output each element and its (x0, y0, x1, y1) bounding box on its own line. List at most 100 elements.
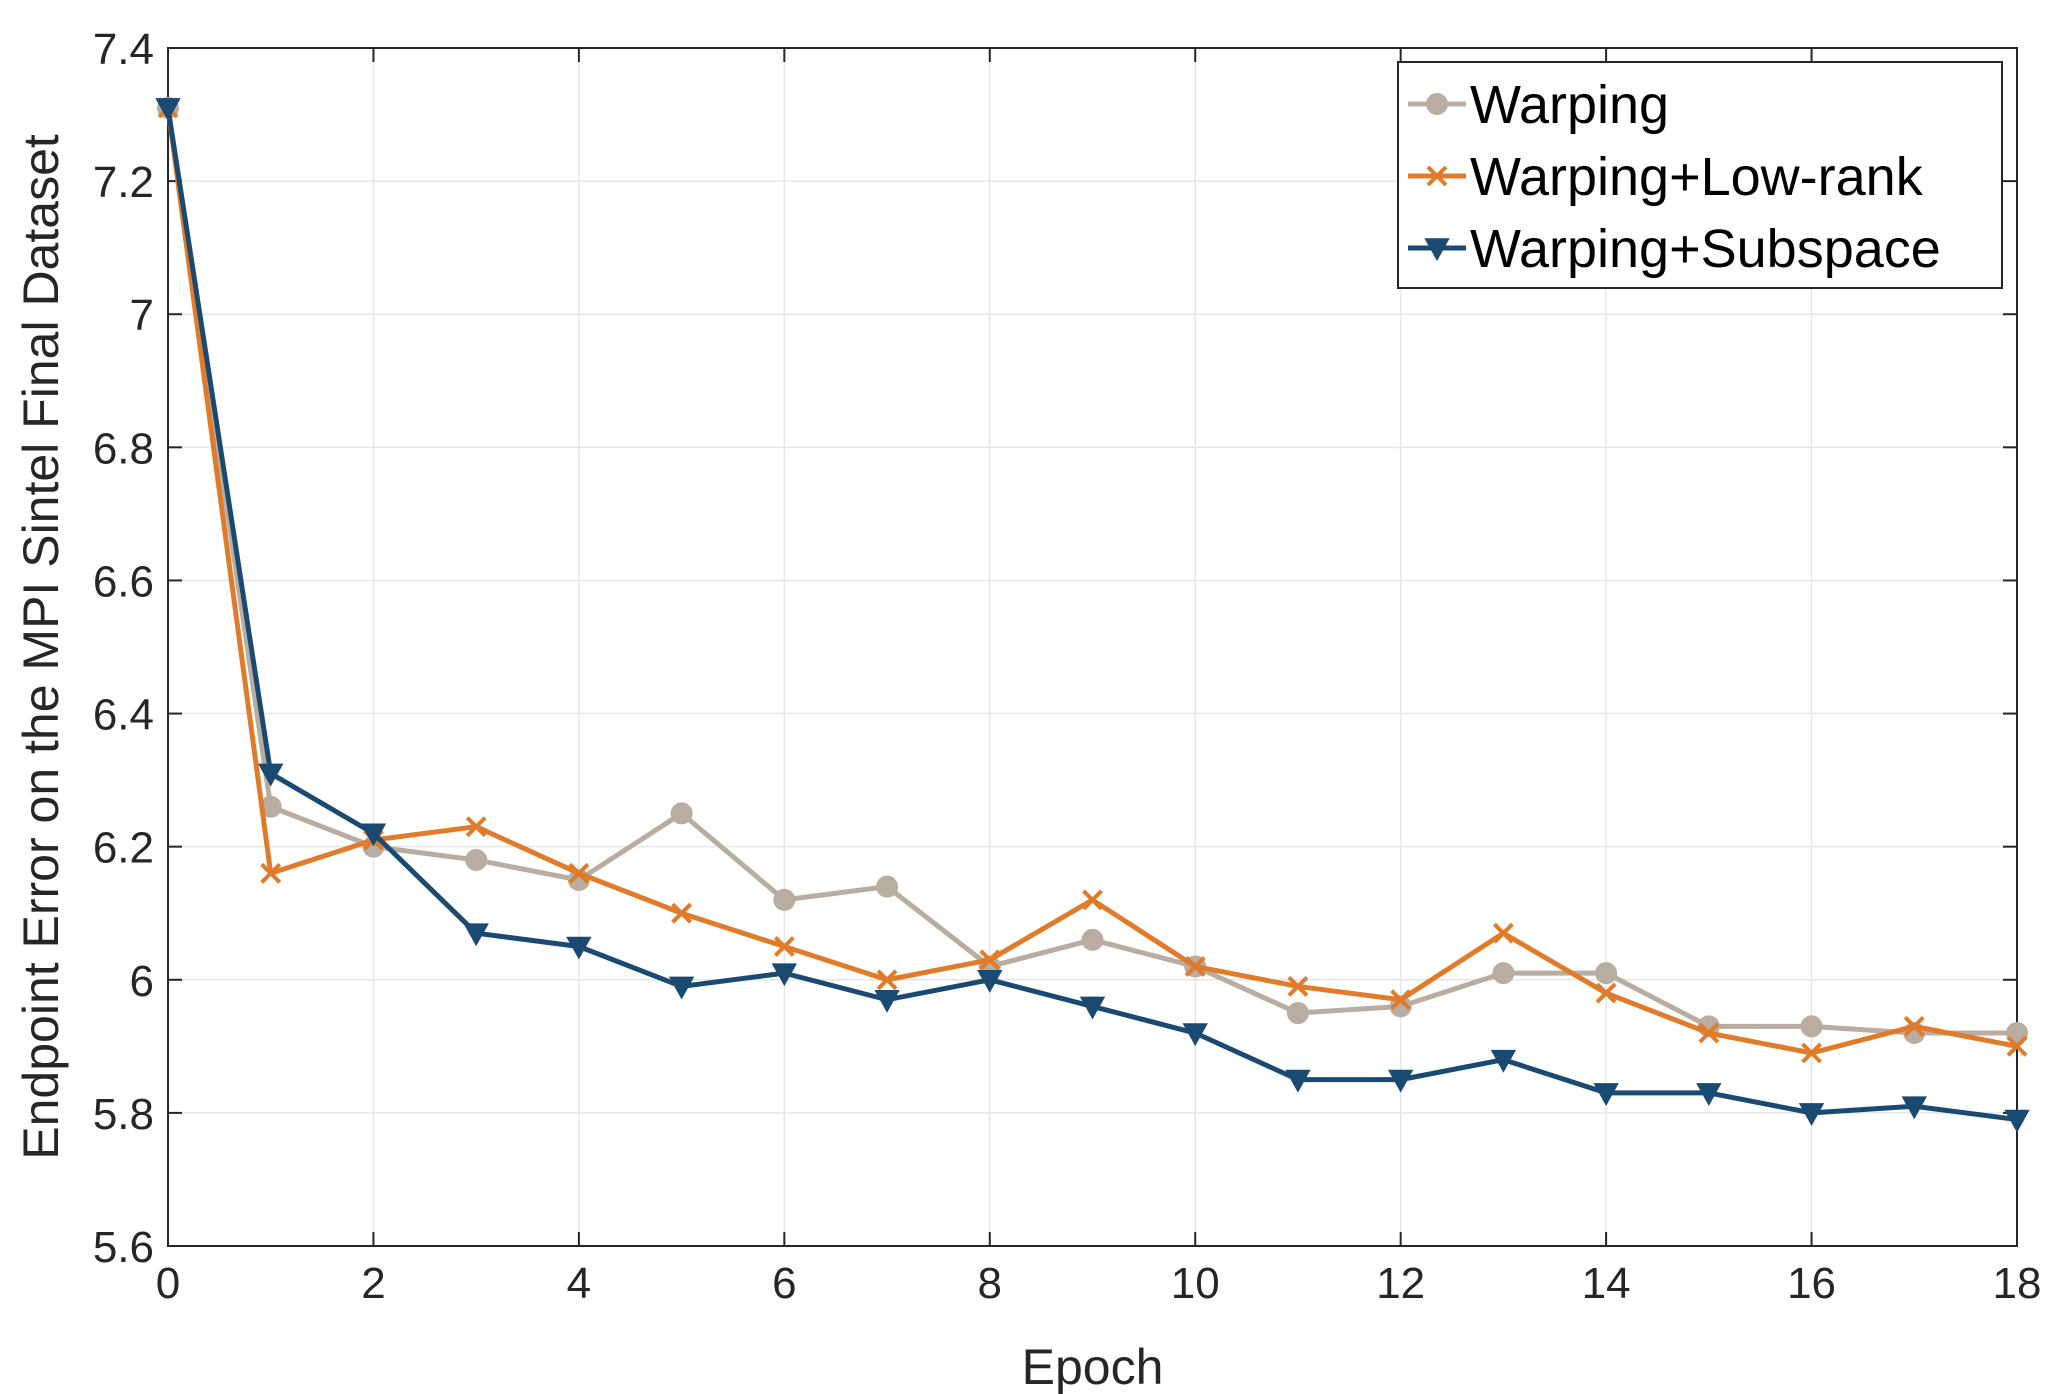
data-point-warping-subspace (1696, 1083, 1722, 1106)
y-tick-label: 7.2 (93, 158, 154, 207)
legend-marker-warping-low-rank (1426, 165, 1448, 187)
series-warping (157, 96, 2028, 1045)
data-point-warping (876, 875, 899, 898)
data-point-warping-low-rank-stroke (671, 902, 693, 924)
x-tick-label: 2 (361, 1259, 385, 1308)
data-point-warping-subspace (1490, 1049, 1517, 1073)
legend-marker-warping-subspace (1424, 238, 1450, 262)
data-point-warping-low-rank-stroke (1801, 1042, 1822, 1064)
legend-entry-warping-low-rank: Warping+Low-rank (1408, 147, 1924, 207)
data-point-warping-low-rank-stroke (876, 969, 898, 991)
data-point-warping-low-rank-stroke (1595, 982, 1617, 1004)
data-point-warping-subspace (155, 98, 181, 121)
legend-entry-warping: Warping (1408, 75, 1669, 135)
data-point-warping-low-rank-stroke (568, 862, 590, 884)
data-point-warping (1800, 1015, 1823, 1038)
x-tick-label: 4 (567, 1259, 591, 1308)
legend-label-warping: Warping (1470, 75, 1669, 135)
data-point-warping-low-rank (671, 902, 693, 924)
data-point-warping-subspace (977, 969, 1003, 993)
data-point-warping (670, 802, 693, 825)
data-point-warping-subspace (771, 963, 798, 987)
data-point-warping-subspace (668, 976, 695, 1000)
data-point-warping-subspace (1387, 1069, 1414, 1093)
data-point-warping-low-rank (773, 936, 795, 957)
y-tick-label: 6.4 (93, 691, 154, 740)
legend-box (1397, 61, 2003, 289)
y-axis-title: Endpoint Error on the MPI Sintel Final D… (13, 134, 69, 1160)
data-point-warping-low-rank (1184, 956, 1206, 977)
y-tick-label: 7.4 (93, 25, 154, 74)
data-point-warping (1286, 1002, 1309, 1025)
legend-marker-warping (1426, 93, 1448, 115)
data-point-warping-low-rank (465, 816, 487, 838)
data-point-warping-low-rank (1903, 1015, 1925, 1037)
data-point-warping-low-rank-stroke (465, 816, 487, 838)
x-axis-title: Epoch (1022, 1339, 1164, 1394)
axis-ticks: 0 2 4 6 8 10 12 14 16 18 5.6 5.8 6 6.2 6.4 6.6 6.8 7 7.2 7.… (93, 25, 2042, 1308)
data-point-warping-low-rank (568, 862, 590, 884)
x-tick-label: 6 (772, 1259, 796, 1308)
data-point-warping-low-rank-stroke (773, 936, 795, 957)
data-point-warping-low-rank-stroke (1184, 956, 1206, 977)
plot-frame (167, 47, 2018, 1247)
legend-label-warping-subspace: Warping+Subspace (1470, 219, 1941, 279)
data-point-warping-subspace (1182, 1023, 1208, 1047)
x-tick-label: 18 (1993, 1259, 2042, 1308)
data-point-warping-subspace (1079, 996, 1106, 1020)
data-point-warping-subspace (566, 936, 592, 960)
data-point-warping-low-rank (1082, 889, 1103, 911)
data-point-warping-low-rank (876, 969, 898, 991)
data-point-warping-subspace (258, 763, 284, 787)
legend-entry-warping-subspace: Warping+Subspace (1408, 219, 1941, 279)
x-tick-label: 8 (978, 1259, 1002, 1308)
data-point-warping-subspace (874, 989, 900, 1013)
data-point-warping-low-rank (1390, 989, 1412, 1011)
data-point-warping-low-rank (1698, 1022, 1720, 1044)
data-point-warping-low-rank-stroke (979, 949, 1001, 971)
legend-entries: Warping Warping+Low-rank Warping+Subspace (1408, 75, 1941, 279)
data-point-warping-low-rank (1287, 976, 1309, 997)
x-tick-label: 12 (1376, 1259, 1425, 1308)
data-point-warping-low-rank-stroke (1698, 1022, 1720, 1044)
y-tick-label: 7 (130, 291, 154, 340)
data-point-warping-low-rank (260, 862, 282, 884)
data-point-warping-subspace (2004, 1109, 2030, 1133)
data-point-warping (2006, 1022, 2028, 1045)
x-tick-label: 14 (1582, 1259, 1631, 1308)
data-point-warping-low-rank (1595, 982, 1617, 1004)
legend: Warping Warping+Low-rank Warping+Subspace (1397, 61, 2003, 289)
data-point-warping-low-rank-stroke (260, 862, 282, 884)
y-tick-label: 6.2 (93, 824, 154, 873)
y-tick-label: 6.6 (93, 557, 154, 606)
data-point-warping (1081, 928, 1104, 951)
data-point-warping-subspace (1901, 1096, 1927, 1120)
x-tick-label: 10 (1171, 1259, 1220, 1308)
y-tick-label: 5.8 (93, 1090, 154, 1139)
data-point-warping-low-rank-stroke (1287, 976, 1309, 997)
data-point-warping (1595, 962, 1618, 985)
data-point-warping-subspace (1593, 1083, 1619, 1106)
series-warping-subspace (155, 98, 2030, 1133)
data-point-warping-low-rank (979, 949, 1001, 971)
y-tick-label: 6.8 (93, 424, 154, 473)
data-point-warping-low-rank-stroke (1390, 989, 1412, 1011)
data-point-warping-low-rank (1492, 922, 1514, 944)
data-point-warping-subspace (1798, 1103, 1825, 1126)
series-layer (155, 96, 2030, 1133)
legend-label-warping-low-rank: Warping+Low-rank (1470, 147, 1924, 207)
x-tick-label: 16 (1787, 1259, 1836, 1308)
x-tick-label: 0 (156, 1259, 180, 1308)
data-point-warping-low-rank-stroke (1492, 922, 1514, 944)
data-point-warping-low-rank-stroke (2006, 1035, 2028, 1057)
data-point-warping (773, 888, 796, 911)
data-point-warping-subspace (1285, 1069, 1311, 1093)
data-point-warping-subspace (360, 823, 387, 847)
data-point-warping (1492, 962, 1515, 985)
data-point-warping-low-rank-stroke (1903, 1015, 1925, 1037)
legend-marker-warping-low-rank-stroke (1426, 165, 1448, 187)
data-point-warping-low-rank-stroke (1082, 889, 1103, 911)
y-tick-label: 5.6 (93, 1223, 154, 1272)
data-point-warping-low-rank (2006, 1035, 2028, 1057)
